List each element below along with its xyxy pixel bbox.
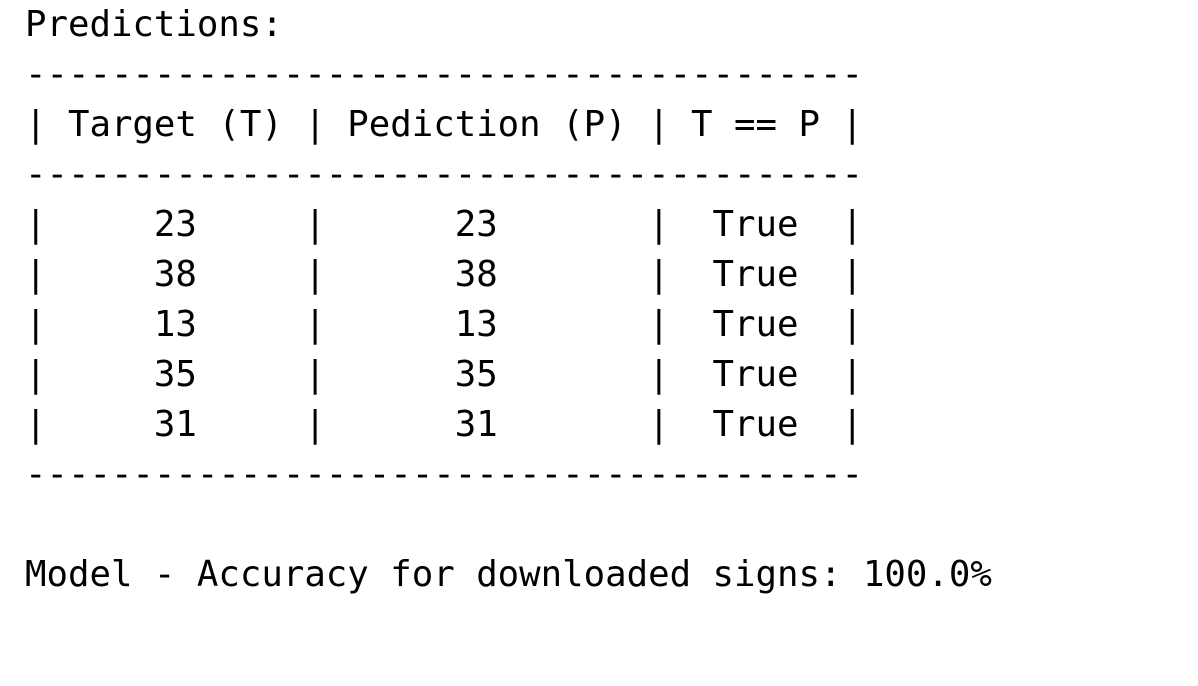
table-row: | 31 | 31 | True |	[25, 404, 863, 445]
console-output: Predictions: ---------------------------…	[25, 0, 1185, 600]
table-header-separator: ---------------------------------------	[25, 154, 863, 195]
table-row: | 13 | 13 | True |	[25, 304, 863, 345]
table-header-row: | Target (T) | Pediction (P) | T == P |	[25, 104, 863, 145]
blank-line	[25, 500, 1185, 550]
table-top-separator: ---------------------------------------	[25, 54, 863, 95]
table-bottom-separator: ---------------------------------------	[25, 454, 863, 495]
table-row: | 38 | 38 | True |	[25, 254, 863, 295]
table-row: | 23 | 23 | True |	[25, 204, 863, 245]
accuracy-line: Model - Accuracy for downloaded signs: 1…	[25, 554, 992, 595]
table-row: | 35 | 35 | True |	[25, 354, 863, 395]
predictions-heading: Predictions:	[25, 4, 283, 45]
